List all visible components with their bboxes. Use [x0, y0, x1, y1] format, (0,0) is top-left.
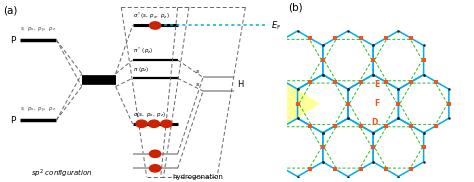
- Circle shape: [148, 120, 160, 127]
- Text: (b): (b): [289, 3, 303, 13]
- Text: $sp^2$ configuration: $sp^2$ configuration: [31, 168, 93, 180]
- Text: $s,\ p_x,\ p_y,\ p_z$: $s,\ p_x,\ p_y,\ p_z$: [20, 25, 56, 35]
- Circle shape: [161, 120, 172, 127]
- Text: $E_{\rm F}$: $E_{\rm F}$: [271, 19, 281, 32]
- Text: $\sigma(s,\ p_x,\ p_z)$: $\sigma(s,\ p_x,\ p_z)$: [133, 110, 165, 119]
- Text: P: P: [10, 116, 16, 125]
- Text: (a): (a): [3, 5, 17, 15]
- Text: hydrogenation: hydrogenation: [172, 174, 223, 180]
- Text: P: P: [10, 35, 16, 45]
- Circle shape: [149, 165, 161, 172]
- Circle shape: [136, 120, 147, 127]
- Text: $\pi^*\ (p_z)$: $\pi^*\ (p_z)$: [133, 45, 153, 56]
- Text: F: F: [374, 99, 380, 108]
- Text: H: H: [237, 80, 243, 89]
- Text: $\sigma^*(s,\ p_x,\ p_z)$: $\sigma^*(s,\ p_x,\ p_z)$: [133, 11, 169, 21]
- Text: $s$: $s$: [195, 81, 200, 88]
- Text: $\pi\ (p_z)$: $\pi\ (p_z)$: [133, 65, 149, 74]
- Text: E: E: [374, 80, 380, 89]
- Text: D: D: [372, 118, 378, 127]
- Polygon shape: [273, 75, 320, 133]
- Circle shape: [149, 150, 161, 157]
- Text: $s,\ p_x,\ p_y,\ p_z$: $s,\ p_x,\ p_y,\ p_z$: [20, 105, 56, 115]
- Text: $s$: $s$: [195, 68, 200, 75]
- Circle shape: [149, 22, 161, 29]
